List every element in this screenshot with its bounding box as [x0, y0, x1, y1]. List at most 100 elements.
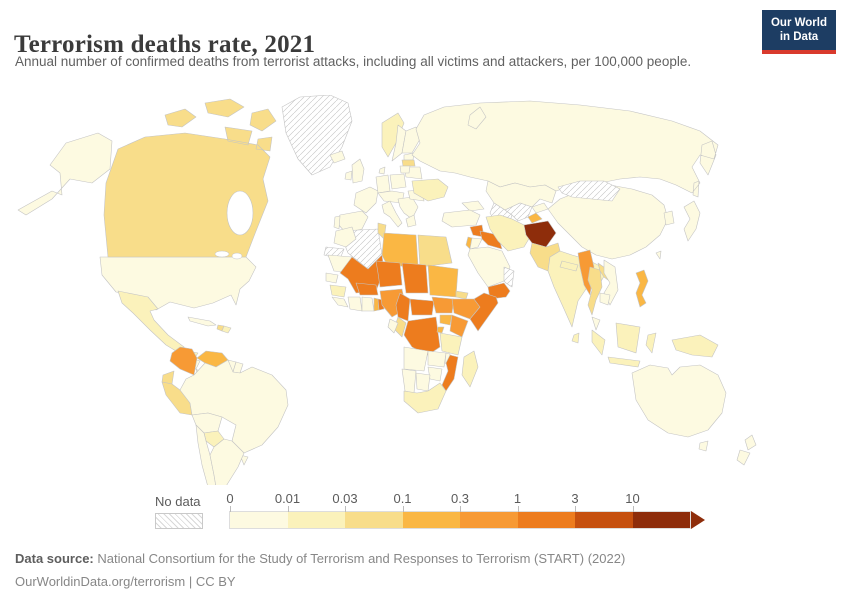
country-sudan[interactable] — [427, 264, 459, 298]
country-france[interactable] — [353, 186, 379, 214]
country-iceland[interactable] — [329, 150, 346, 164]
country-morocco[interactable] — [333, 226, 357, 248]
country-jordan[interactable] — [469, 237, 483, 250]
legend-tick — [460, 506, 461, 512]
country-portugal[interactable] — [333, 215, 341, 230]
country-gabon[interactable] — [387, 318, 399, 334]
country-finland[interactable] — [401, 126, 421, 154]
country-indonesia[interactable] — [591, 322, 657, 368]
map-legend: No data 0 0.01 0.03 0.1 0.3 1 3 10 — [155, 489, 705, 529]
country-niger[interactable] — [375, 260, 403, 288]
country-dominican-republic[interactable] — [221, 325, 232, 334]
country-turkey[interactable] — [441, 209, 481, 228]
country-chad[interactable] — [401, 262, 429, 294]
country-south-korea[interactable] — [663, 210, 675, 226]
country-guinea[interactable] — [329, 284, 347, 298]
country-iran[interactable] — [485, 214, 531, 252]
country-southeast-europe[interactable] — [397, 196, 419, 220]
country-eritrea[interactable] — [455, 290, 469, 300]
country-oman[interactable] — [503, 266, 515, 288]
country-senegal[interactable] — [325, 272, 339, 284]
country-namibia[interactable] — [401, 368, 417, 394]
country-argentina[interactable] — [209, 438, 245, 494]
country-caucasus[interactable] — [461, 200, 485, 212]
country-italy[interactable] — [381, 200, 403, 228]
country-malaysia[interactable] — [591, 316, 601, 331]
country-burkina-faso[interactable] — [355, 282, 379, 296]
country-canada[interactable] — [103, 98, 277, 258]
country-cuba[interactable] — [187, 316, 217, 327]
country-central-african-republic[interactable] — [409, 298, 435, 316]
country-egypt[interactable] — [417, 234, 453, 268]
owid-logo-line1: Our World — [770, 17, 827, 29]
country-lithuania[interactable] — [399, 165, 411, 174]
legend-segment-0[interactable] — [230, 512, 288, 528]
country-uganda[interactable] — [439, 314, 453, 326]
legend-segment-1[interactable] — [517, 512, 575, 528]
country-cameroon[interactable] — [395, 292, 411, 322]
legend-segment-0.01[interactable] — [287, 512, 345, 528]
legend-segment-10[interactable] — [632, 512, 690, 528]
legend-tick-label: 0.1 — [393, 491, 412, 506]
no-data-swatch[interactable] — [155, 513, 203, 529]
owid-logo-line2: in Data — [779, 31, 819, 44]
legend-segment-0.03[interactable] — [345, 512, 403, 528]
country-ivory-coast[interactable] — [347, 296, 363, 312]
country-colombia[interactable] — [169, 346, 198, 376]
country-japan[interactable] — [683, 200, 701, 242]
country-germany[interactable] — [375, 174, 391, 194]
legend-segment-3[interactable] — [575, 512, 633, 528]
country-poland[interactable] — [389, 173, 407, 190]
country-ghana[interactable] — [361, 296, 375, 312]
legend-tick-label: 10 — [625, 491, 640, 506]
legend-tick — [575, 506, 576, 512]
country-new-zealand[interactable] — [736, 434, 757, 466]
legend-segment-0.1[interactable] — [402, 512, 460, 528]
country-papua-new-guinea[interactable] — [671, 334, 719, 358]
country-russia[interactable] — [411, 100, 719, 198]
legend-tick — [230, 506, 231, 512]
country-ecuador[interactable] — [161, 370, 175, 385]
country-ireland[interactable] — [344, 170, 353, 181]
country-greece[interactable] — [405, 214, 417, 228]
country-zambia[interactable] — [427, 350, 447, 368]
country-somalia[interactable] — [469, 292, 499, 332]
country-latvia[interactable] — [401, 159, 416, 167]
country-burundi[interactable] — [436, 326, 445, 334]
country-brazil[interactable] — [179, 359, 289, 454]
country-afghanistan[interactable] — [523, 220, 557, 248]
country-botswana[interactable] — [415, 372, 431, 392]
country-madagascar[interactable] — [461, 350, 479, 388]
country-denmark[interactable] — [378, 166, 386, 175]
country-angola[interactable] — [403, 346, 429, 372]
country-south-sudan[interactable] — [431, 296, 455, 314]
legend-tick-label: 1 — [513, 491, 522, 506]
country-mongolia[interactable] — [557, 180, 621, 202]
page-title: Terrorism deaths rate, 2021 — [14, 30, 316, 58]
country-australia[interactable] — [631, 364, 727, 452]
great-lakes — [214, 250, 230, 258]
no-data-label: No data — [155, 494, 201, 509]
legend-tick — [517, 506, 519, 512]
legend-segment-0.3[interactable] — [460, 512, 518, 528]
country-sri-lanka[interactable] — [571, 332, 580, 344]
country-liberia[interactable] — [331, 296, 349, 308]
country-united-kingdom[interactable] — [351, 158, 365, 184]
country-sweden[interactable] — [391, 124, 407, 162]
country-tanzania[interactable] — [439, 332, 463, 356]
country-tajikistan[interactable] — [527, 212, 543, 224]
url-license-line[interactable]: OurWorldinData.org/terrorism | CC BY — [15, 573, 236, 589]
country-kenya[interactable] — [449, 314, 469, 338]
country-thailand[interactable] — [587, 266, 603, 316]
country-philippines[interactable] — [635, 269, 649, 308]
country-greenland[interactable] — [281, 94, 353, 176]
legend-tick-label: 0.03 — [332, 491, 358, 506]
country-taiwan[interactable] — [655, 250, 662, 260]
chart-footer: Data source: National Consortium for the… — [15, 548, 625, 594]
country-cambodia[interactable] — [599, 292, 611, 306]
country-zimbabwe[interactable] — [427, 366, 443, 382]
country-nepal[interactable] — [559, 260, 579, 272]
country-south-africa[interactable] — [403, 382, 447, 414]
country-ukraine[interactable] — [411, 178, 449, 202]
